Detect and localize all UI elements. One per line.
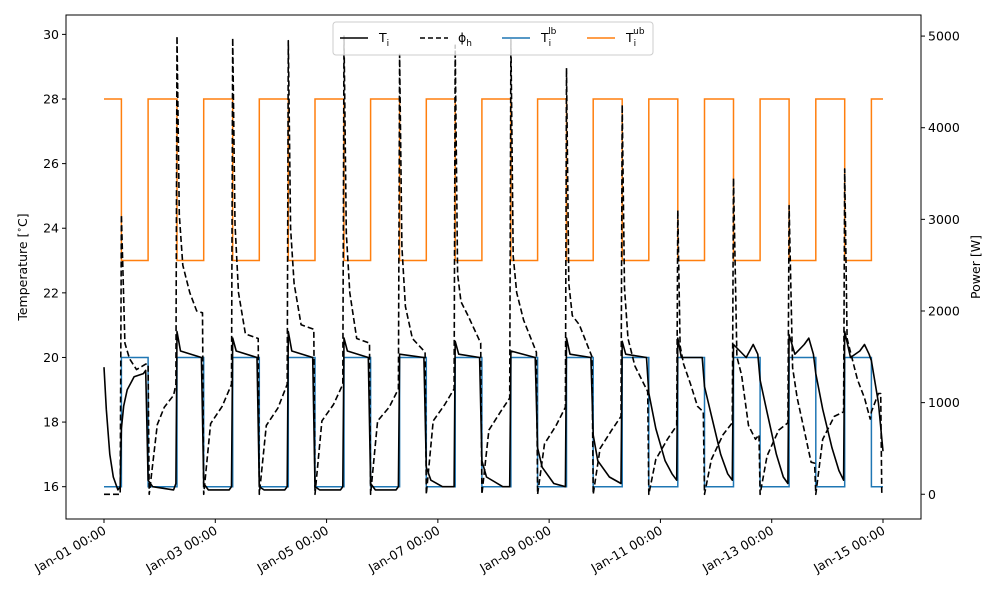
y-left-tick-label: 20 <box>43 350 59 365</box>
x-tick-label: Jan-03 00:00 <box>142 523 219 576</box>
y-right-tick-label: 0 <box>928 487 936 502</box>
legend-label-ti: Ti <box>378 30 389 49</box>
y-left-label-unit: C] <box>15 213 30 227</box>
x-tick-label: Jan-15 00:00 <box>810 523 887 576</box>
legend-label-tub: Tiub <box>625 27 645 49</box>
y-left-tick-label: 16 <box>43 479 59 494</box>
plot-layer <box>103 35 884 496</box>
x-tick-label: Jan-01 00:00 <box>31 523 108 576</box>
x-tick-label: Jan-05 00:00 <box>254 523 331 576</box>
x-tick-label: Jan-13 00:00 <box>699 523 776 576</box>
y-right-tick-label: 3000 <box>928 212 960 227</box>
legend-label-phih: ϕh <box>458 30 472 49</box>
legend-label-tlb: Tilb <box>540 27 557 49</box>
x-tick-label: Jan-11 00:00 <box>588 523 665 576</box>
y-right-label: Power [W] <box>968 235 983 299</box>
plot-frame <box>65 14 922 520</box>
y-left-tick-label: 28 <box>43 92 59 107</box>
y-left-label-degree: ∘ <box>15 227 25 233</box>
y-left-tick-label: 18 <box>43 415 59 430</box>
series-line-ti <box>103 330 884 491</box>
x-tick-label: Jan-09 00:00 <box>476 523 553 576</box>
y-left-tick-label: 26 <box>43 156 59 171</box>
series-line-tub <box>104 98 883 262</box>
x-tick-label: Jan-07 00:00 <box>365 523 442 576</box>
y-right-tick-label: 2000 <box>928 303 960 318</box>
y-right-tick-label: 4000 <box>928 120 960 135</box>
y-left-label: Temperature [∘C] <box>15 213 30 321</box>
legend-box <box>332 21 654 56</box>
legend: Ti ϕh Tilb Tiub <box>332 21 654 56</box>
y-left-tick-label: 24 <box>43 221 59 236</box>
y-left-tick-label: 30 <box>43 27 59 42</box>
y-left-tick-label: 22 <box>43 285 59 300</box>
series-line-phih <box>104 35 883 496</box>
axes-layer: Jan-01 00:00 Jan-03 00:00 Jan-05 00:00 Jan-… <box>31 27 960 576</box>
y-right-tick-label: 5000 <box>928 29 960 44</box>
y-left-label-main: Temperature [ <box>15 233 30 322</box>
y-right-tick-label: 1000 <box>928 395 960 410</box>
